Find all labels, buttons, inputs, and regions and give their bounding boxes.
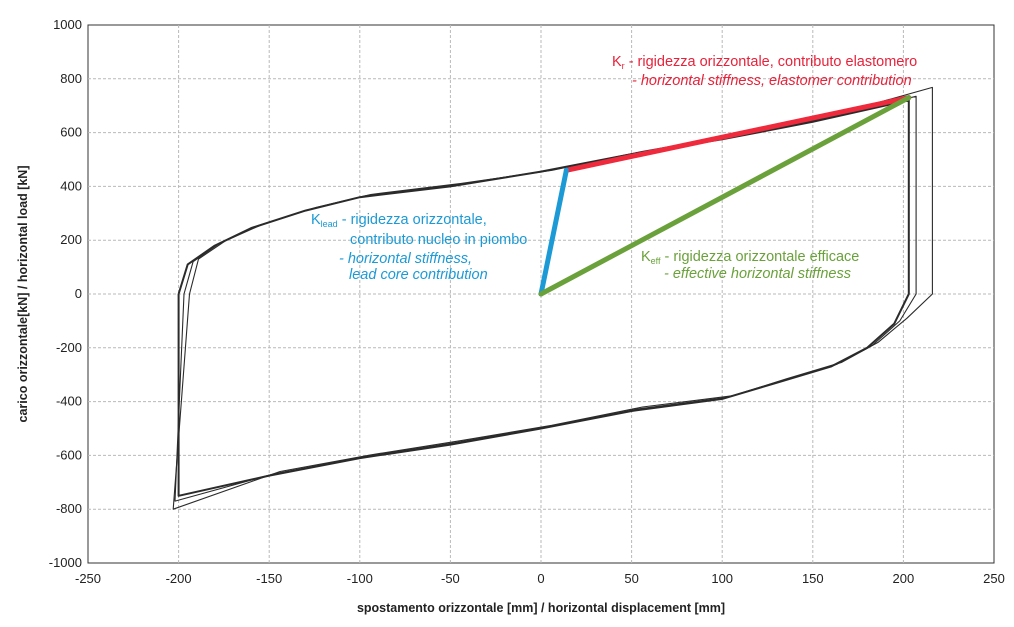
x-tick-label: -150 — [256, 571, 282, 586]
kr-annotation-line1: Kr - rigidezza orizzontale, contributo e… — [612, 54, 917, 71]
klead-annotation: Klead - rigidezza orizzontale, contribut… — [311, 212, 527, 283]
x-tick-label: -200 — [166, 571, 192, 586]
y-tick-label: 200 — [60, 232, 82, 247]
x-tick-label: 150 — [802, 571, 824, 586]
x-tick-label: -100 — [347, 571, 373, 586]
y-tick-label: 0 — [75, 286, 82, 301]
x-axis-label: spostamento orizzontale [mm] / horizonta… — [357, 601, 725, 615]
y-tick-label: -600 — [56, 447, 82, 462]
y-tick-label: 400 — [60, 178, 82, 193]
klead-annotation-line1: Klead - rigidezza orizzontale, — [311, 212, 487, 229]
keff-annotation: Keff - rigidezza orizzontale efficace - … — [641, 249, 859, 282]
y-tick-label: 800 — [60, 71, 82, 86]
kr-annotation-line2: - horizontal stiffness, elastomer contri… — [632, 73, 912, 89]
y-axis-label: carico orizzontale[kN] / horizontal load… — [16, 166, 30, 423]
x-tick-label: 0 — [537, 571, 544, 586]
x-tick-label: -250 — [75, 571, 101, 586]
x-tick-label: 250 — [983, 571, 1005, 586]
x-tick-label: 50 — [624, 571, 638, 586]
hysteresis-curves — [172, 86, 933, 510]
x-tick-label: 100 — [711, 571, 733, 586]
stiffness-line-keff — [538, 95, 912, 297]
keff-annotation-line2: - effective horizontal stiffness — [664, 266, 851, 282]
stiffness-lines — [538, 95, 912, 297]
stiffness-line-kr — [563, 95, 912, 173]
y-tick-label: -400 — [56, 394, 82, 409]
kr-annotation: Kr - rigidezza orizzontale, contributo e… — [612, 54, 917, 89]
grid — [88, 25, 994, 563]
y-tick-label: -200 — [56, 340, 82, 355]
y-tick-label: 1000 — [53, 17, 82, 32]
x-tick-label: 200 — [893, 571, 915, 586]
y-tick-labels: -1000 -800 -600 -400 -200 0 200 400 600 800 1000 — [49, 17, 82, 570]
hysteresis-loop — [172, 86, 933, 510]
klead-annotation-line3: - horizontal stiffness, — [339, 251, 472, 267]
stiffness-line-klead — [538, 167, 569, 297]
x-tick-labels: -250 -200 -150 -100 -50 0 50 100 150 200 250 — [75, 571, 1005, 586]
y-tick-label: 600 — [60, 125, 82, 140]
y-tick-label: -1000 — [49, 555, 82, 570]
x-tick-label: -50 — [441, 571, 460, 586]
y-tick-label: -800 — [56, 501, 82, 516]
klead-annotation-line4: lead core contribution — [349, 267, 488, 283]
keff-annotation-line1: Keff - rigidezza orizzontale efficace — [641, 249, 859, 266]
klead-annotation-line2: contributo nucleo in piombo — [350, 232, 527, 248]
